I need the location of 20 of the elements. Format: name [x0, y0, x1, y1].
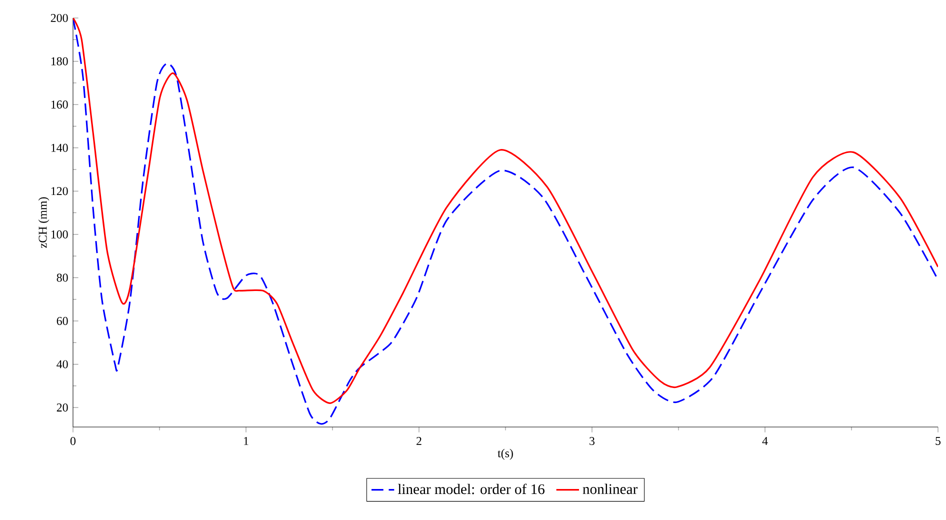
- y-axis-title: zCH (mm): [38, 197, 50, 248]
- y-tick-label: 20: [56, 403, 68, 412]
- y-tick-label: 120: [51, 187, 68, 196]
- y-tick-label: 180: [51, 57, 68, 66]
- y-tick-label: 40: [56, 360, 68, 368]
- legend-label: linear model: order of 16: [398, 484, 544, 494]
- legend-label: nonlinear: [582, 484, 638, 494]
- y-tick-label: 160: [51, 100, 68, 109]
- x-tick-label: 0: [70, 437, 76, 446]
- y-tick-label: 60: [56, 316, 68, 326]
- x-tick-label: 4: [762, 437, 768, 445]
- y-tick-label: 100: [51, 230, 68, 238]
- x-axis-title: t(s): [498, 448, 513, 460]
- y-tick-label: 140: [51, 144, 68, 152]
- x-tick-label: 3: [590, 437, 595, 446]
- x-tick-label: 5: [936, 437, 941, 445]
- y-tick-label: 200: [50, 14, 68, 22]
- y-tick-label: 80: [56, 274, 68, 282]
- x-tick-label: 1: [244, 437, 248, 445]
- x-tick-label: 2: [416, 437, 422, 445]
